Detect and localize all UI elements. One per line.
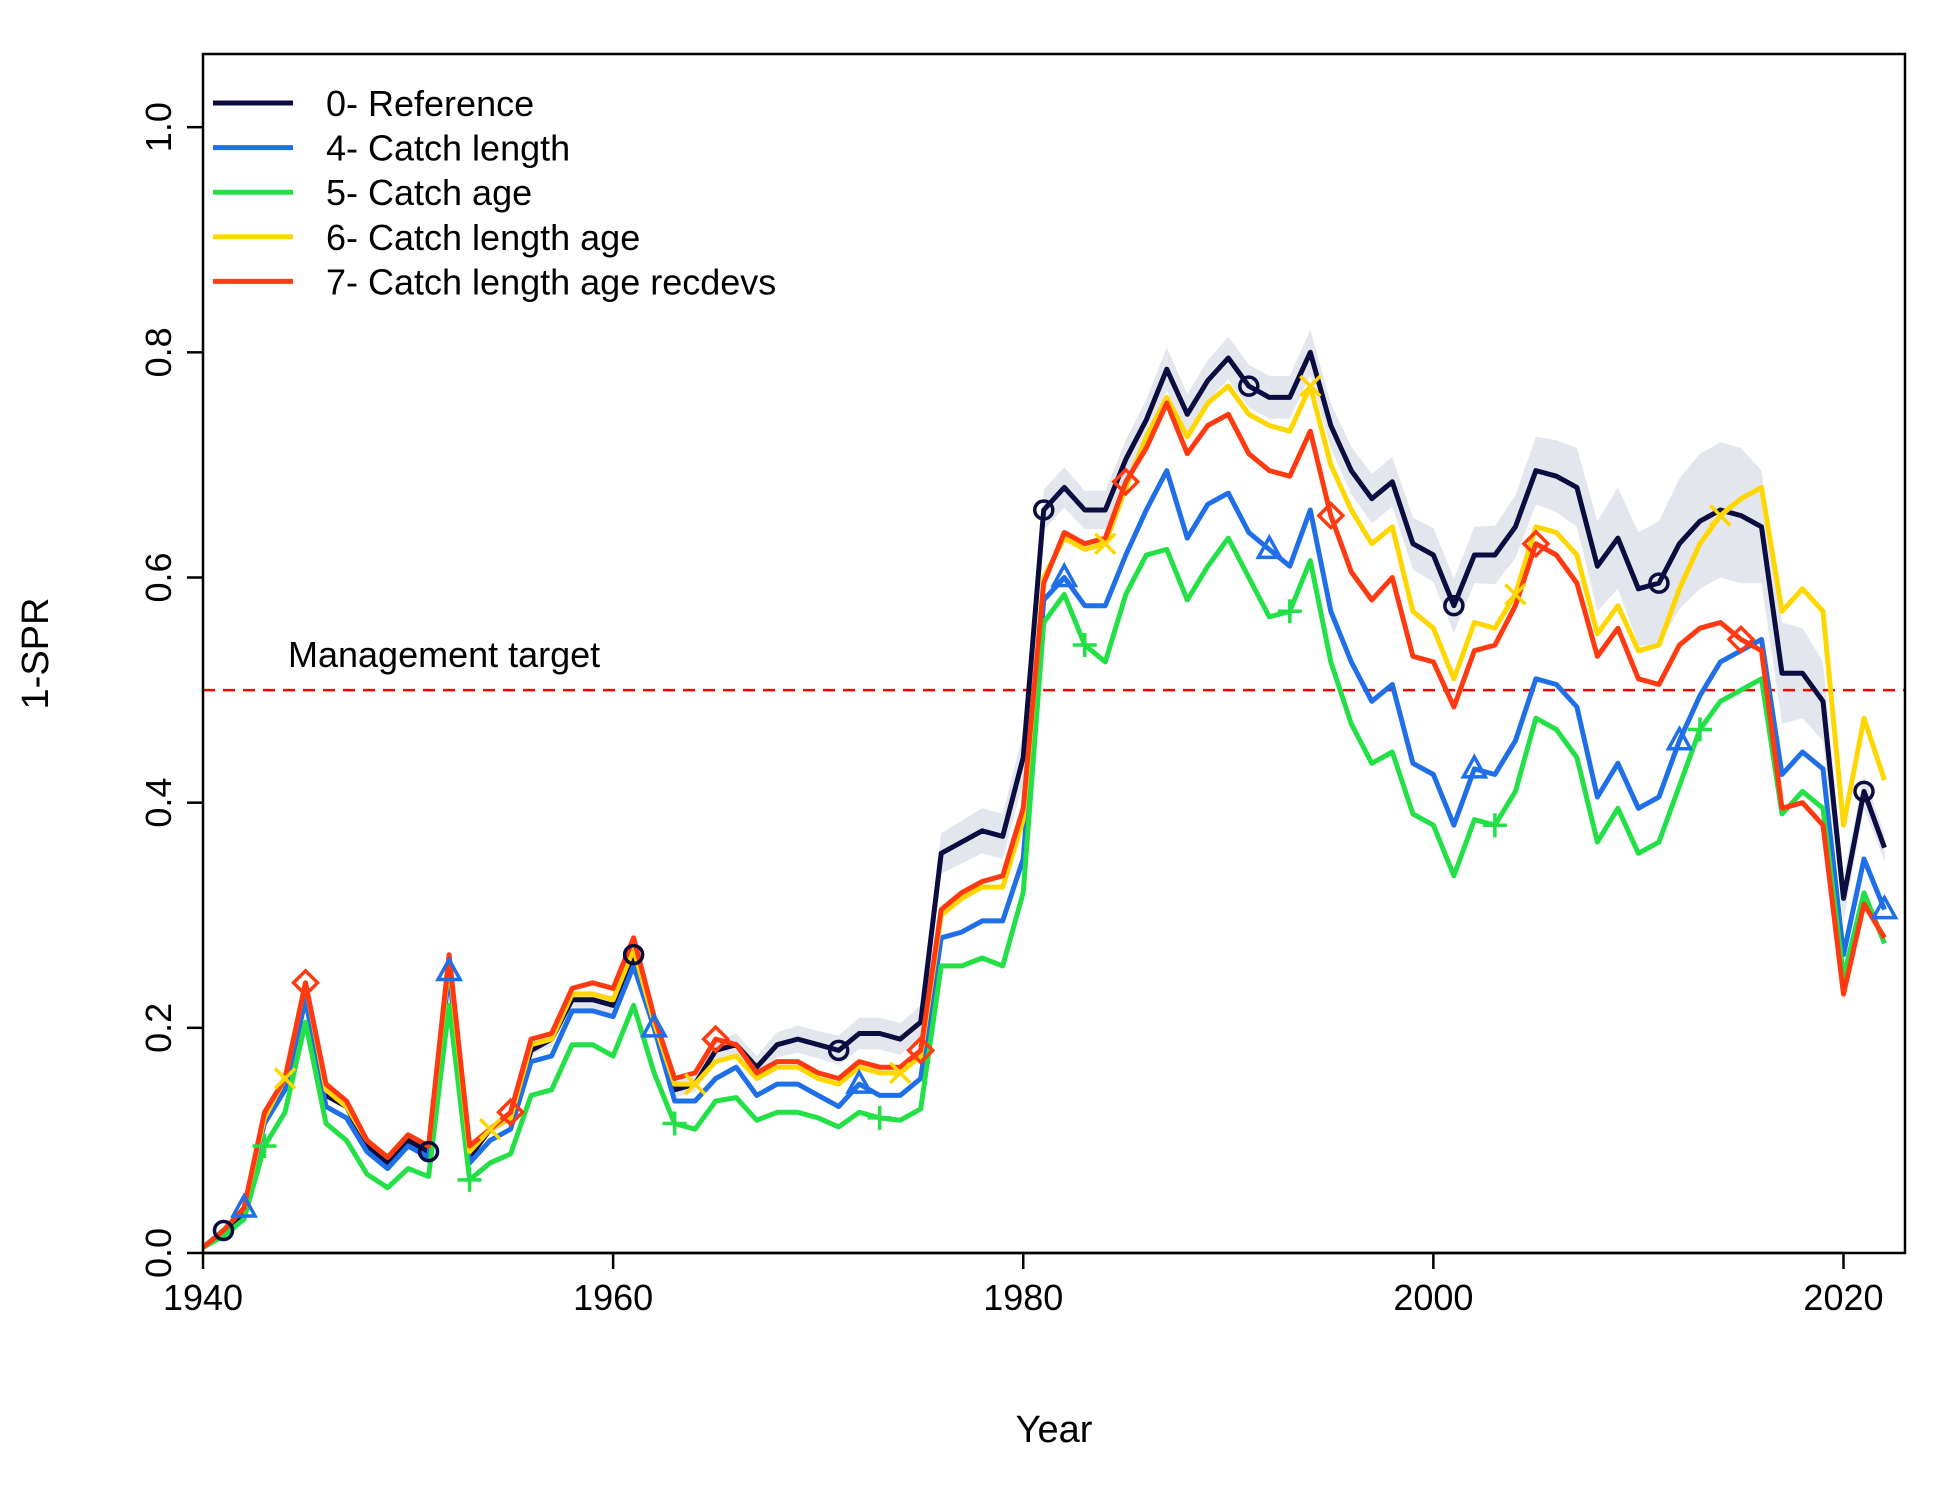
series-0-marker-1951 xyxy=(417,1140,440,1163)
series-2-marker-1943 xyxy=(252,1134,277,1159)
x-tick-label-1940: 1940 xyxy=(163,1277,243,1318)
series-2-marker-2003 xyxy=(1482,813,1507,838)
series-1-marker-2022 xyxy=(1870,893,1899,920)
series-3-marker-1994 xyxy=(1299,374,1322,398)
series-1-marker-1982 xyxy=(1050,561,1079,588)
management-target-label: Management target xyxy=(288,634,600,675)
series-markers-layer xyxy=(212,374,1899,1242)
series-3-marker-2004 xyxy=(1504,583,1527,606)
series-0-marker-1961 xyxy=(622,943,645,966)
series-2-marker-1983 xyxy=(1072,633,1097,658)
series-3-marker-1974 xyxy=(888,1061,912,1085)
series-2-marker-1963 xyxy=(662,1111,687,1136)
series-4-marker-1955 xyxy=(496,1097,526,1127)
series-4-marker-2015 xyxy=(1726,624,1756,654)
x-tick-label-1980: 1980 xyxy=(983,1277,1063,1318)
series-0-marker-2001 xyxy=(1443,594,1465,617)
x-tick-label-2020: 2020 xyxy=(1803,1277,1883,1318)
uncertainty-band xyxy=(203,329,1885,1248)
series-3-marker-1954 xyxy=(478,1117,502,1141)
series-4-marker-1945 xyxy=(291,968,321,998)
series-4-marker-2005 xyxy=(1521,529,1551,559)
series-1-marker-1942 xyxy=(230,1192,258,1218)
series-0-marker-1981 xyxy=(1032,499,1055,521)
x-axis-title: Year xyxy=(1016,1409,1093,1451)
series-3-marker-2014 xyxy=(1709,504,1732,527)
legend-label-1: 4- Catch length xyxy=(326,128,570,169)
series-1-marker-2012 xyxy=(1665,725,1694,751)
y-tick-label-3: 0.6 xyxy=(138,552,179,602)
series-0-marker-1971 xyxy=(827,1039,850,1062)
y-tick-label-2: 0.4 xyxy=(138,778,179,828)
series-lines-layer xyxy=(201,349,1887,1250)
y-tick-label-1: 0.2 xyxy=(138,1003,179,1053)
legend-label-3: 6- Catch length age xyxy=(326,217,640,258)
series-3-marker-1964 xyxy=(683,1072,707,1096)
legend-label-0: 0- Reference xyxy=(326,83,534,124)
y-tick-label-4: 0.8 xyxy=(138,327,179,377)
series-2-marker-1993 xyxy=(1277,599,1302,624)
series-0-marker-2021 xyxy=(1853,780,1875,803)
series-0-marker-1941 xyxy=(212,1219,235,1242)
series-1-marker-1952 xyxy=(435,955,464,982)
series-1-marker-1962 xyxy=(640,1012,669,1038)
series-1-marker-1992 xyxy=(1255,533,1284,560)
series-0-marker-1991 xyxy=(1238,375,1260,397)
y-tick-label-5: 1.0 xyxy=(138,102,179,152)
y-axis: 0.0 0.2 0.4 0.6 0.8 1.0 xyxy=(138,102,203,1278)
legend-label-4: 7- Catch length age recdevs xyxy=(326,261,776,302)
series-0-marker-2011 xyxy=(1648,572,1670,594)
x-tick-label-2000: 2000 xyxy=(1393,1277,1473,1318)
series-2-marker-1953 xyxy=(457,1167,482,1192)
x-axis: 1940 1960 1980 2000 2020 xyxy=(163,1251,1884,1318)
series-2-marker-2013 xyxy=(1687,717,1712,742)
series-4-marker-1985 xyxy=(1111,467,1141,497)
series-1-marker-2002 xyxy=(1460,753,1489,779)
series-4-marker-1975 xyxy=(906,1035,936,1065)
series-1-marker-1972 xyxy=(845,1068,874,1094)
series-3-marker-1984 xyxy=(1094,532,1117,555)
series-2-marker-1973 xyxy=(867,1105,892,1130)
series-4-marker-1995 xyxy=(1316,501,1346,531)
y-tick-label-0: 0.0 xyxy=(138,1228,179,1278)
series-4-marker-1965 xyxy=(701,1024,731,1054)
series-3-marker-1944 xyxy=(273,1067,297,1090)
x-tick-label-1960: 1960 xyxy=(573,1277,653,1318)
uncertainty-band-layer xyxy=(203,329,1885,1248)
series-line-2 xyxy=(201,535,1887,1250)
y-axis-title: 1-SPR xyxy=(15,598,57,710)
legend-label-2: 5- Catch age xyxy=(326,172,532,213)
